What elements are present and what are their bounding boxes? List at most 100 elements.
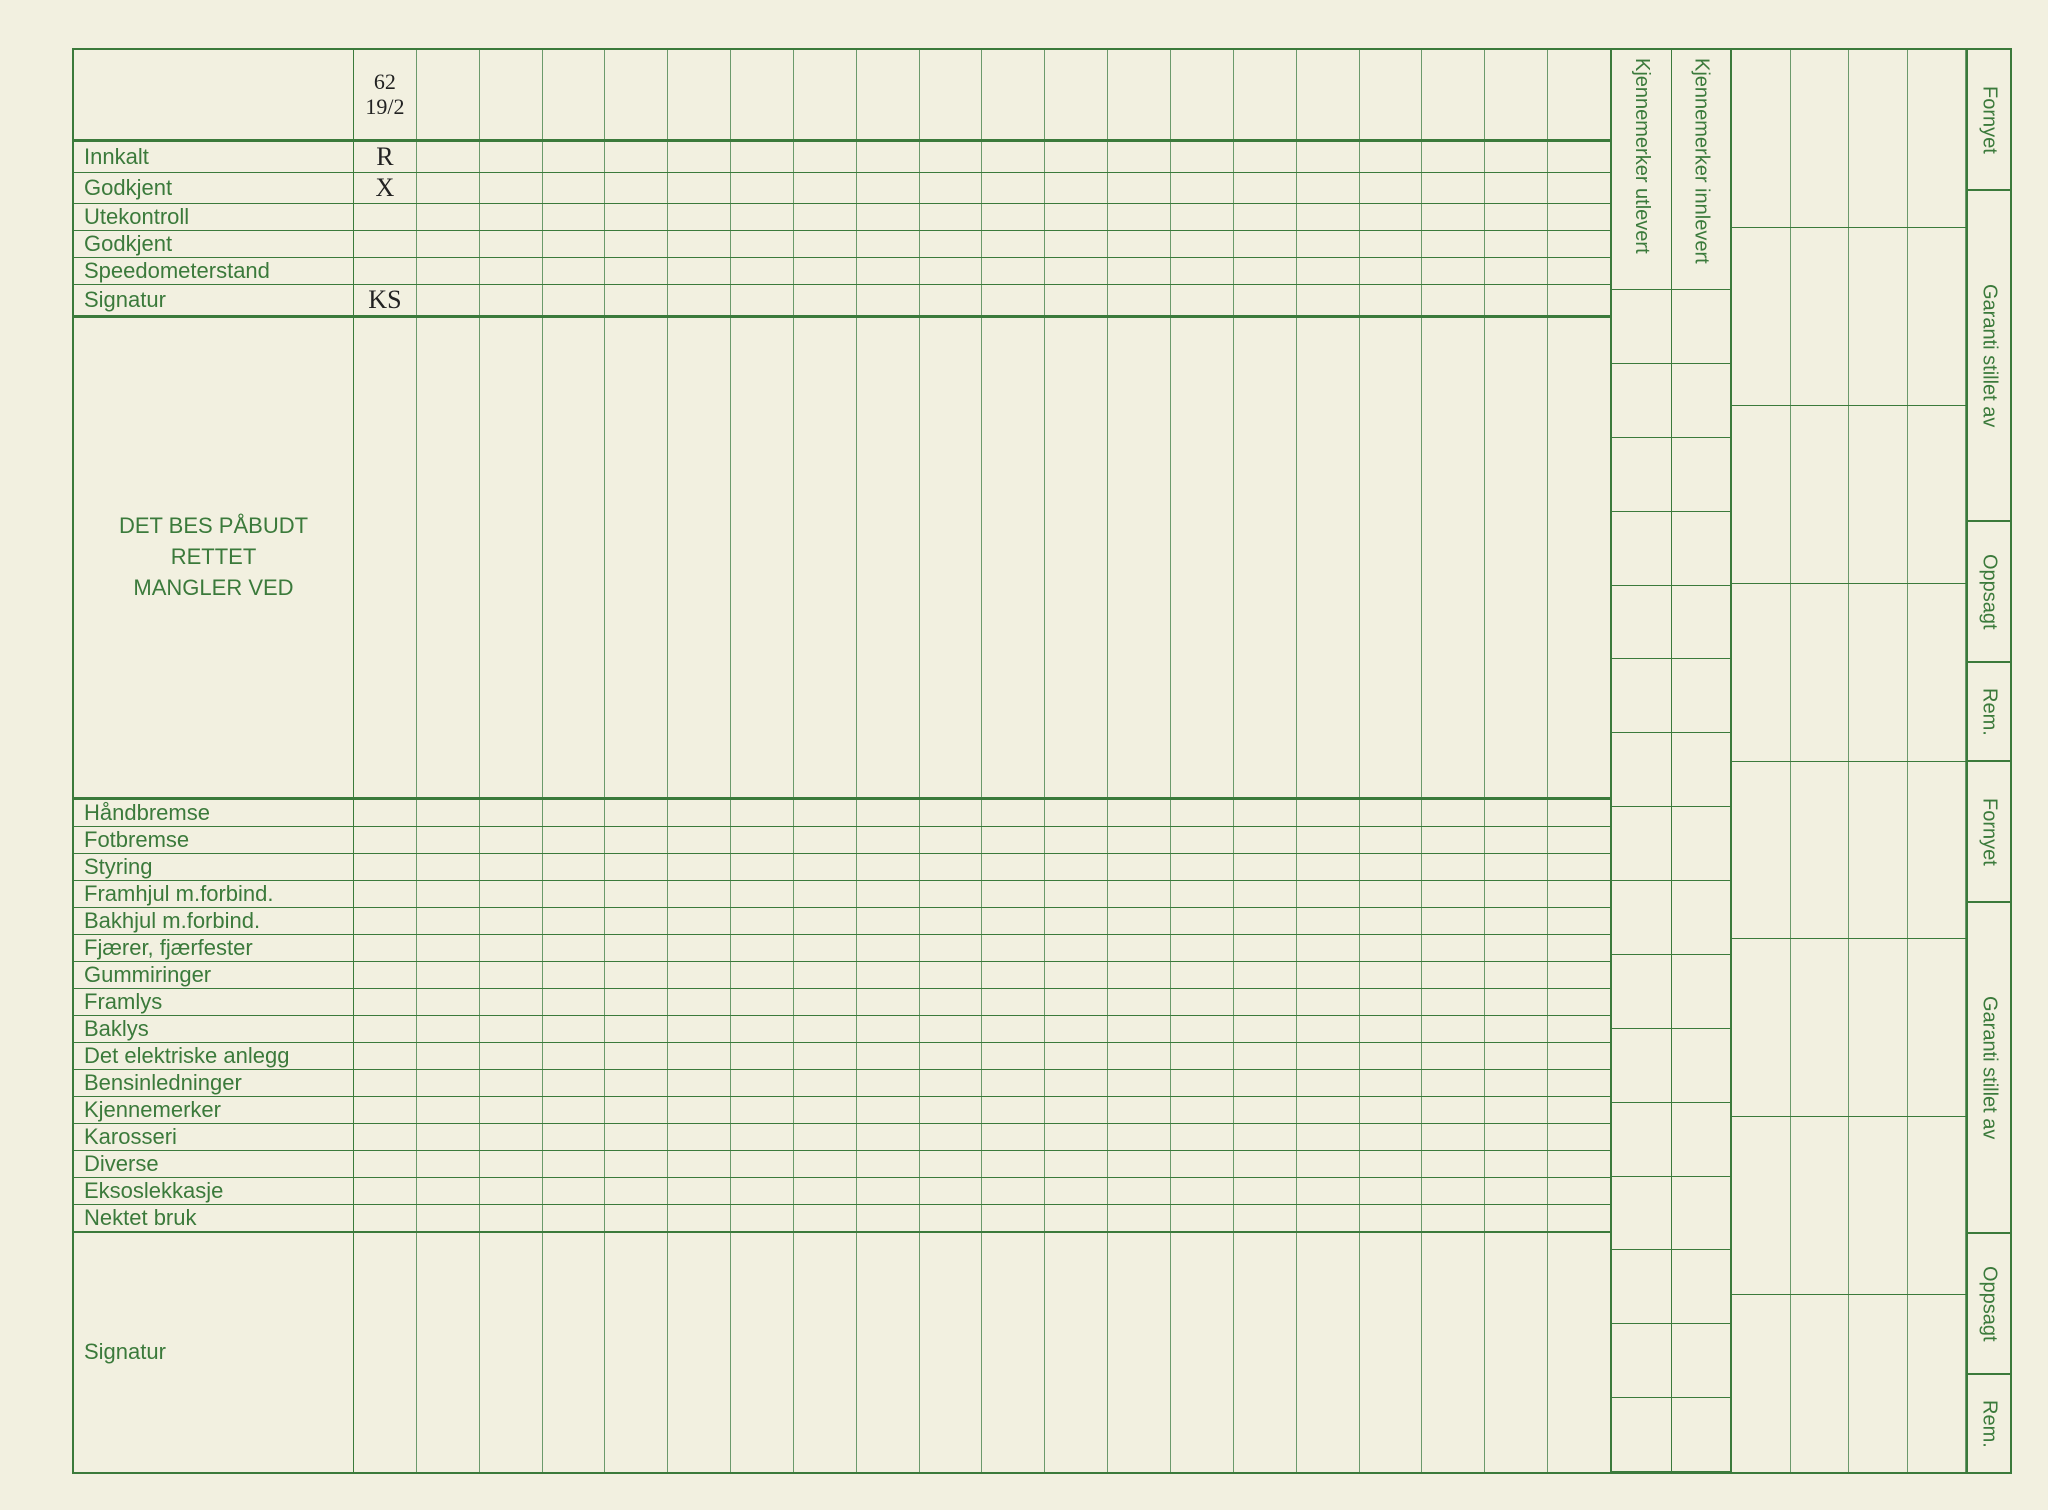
- data-cell: [417, 1016, 480, 1042]
- right-grid-row: [1732, 406, 1966, 584]
- narrow-cell: [1672, 881, 1733, 954]
- data-cell: [1045, 318, 1108, 797]
- data-cell: [1045, 989, 1108, 1015]
- data-cell: [1045, 285, 1108, 315]
- data-cell: [605, 1205, 668, 1231]
- data-cell: [543, 827, 606, 853]
- defect-label: Styring: [74, 854, 354, 880]
- right-grid-cell: [1908, 1117, 1967, 1294]
- data-cell: [1485, 881, 1548, 907]
- data-cell: [794, 935, 857, 961]
- data-cell: [1360, 1178, 1423, 1204]
- data-cell: [1422, 989, 1485, 1015]
- data-cell: [354, 231, 417, 257]
- data-cell: [920, 827, 983, 853]
- defect-row: Styring: [74, 854, 1610, 881]
- defect-row: Nektet bruk: [74, 1205, 1610, 1232]
- data-cell: [857, 881, 920, 907]
- data-cell: [1548, 935, 1610, 961]
- data-cell: [417, 285, 480, 315]
- data-cell: [1360, 881, 1423, 907]
- data-cell: [1422, 854, 1485, 880]
- right-grid-cell: [1908, 228, 1967, 405]
- data-cell: [605, 881, 668, 907]
- defect-data-cells: [354, 1151, 1610, 1177]
- right-grid-cell: [1849, 228, 1908, 405]
- defect-row: Karosseri: [74, 1124, 1610, 1151]
- data-cell: [1171, 827, 1234, 853]
- data-cell: [1548, 1178, 1610, 1204]
- data-cell: [480, 173, 543, 203]
- form-card: 6219/2 InnkaltRGodkjentXUtekontrollGodkj…: [72, 48, 2012, 1474]
- data-cell: [1045, 827, 1108, 853]
- data-cell: [920, 1205, 983, 1231]
- data-cell: [982, 1097, 1045, 1123]
- data-cell: [1108, 1097, 1171, 1123]
- data-cell: [1045, 908, 1108, 934]
- narrow-cell: [1612, 586, 1672, 659]
- data-cell: [731, 1016, 794, 1042]
- defect-data-cells: [354, 1178, 1610, 1204]
- data-cell: [1171, 258, 1234, 284]
- defect-data-cells: [354, 989, 1610, 1015]
- data-cell: [354, 1097, 417, 1123]
- data-cell: [1171, 231, 1234, 257]
- narrow-cell: [1672, 1029, 1733, 1102]
- data-cell: [543, 142, 606, 172]
- data-cell: [1485, 1124, 1548, 1150]
- header-data-cell: [982, 50, 1045, 139]
- header-data-cell: [480, 50, 543, 139]
- data-cell: [1485, 1016, 1548, 1042]
- data-cell: [794, 908, 857, 934]
- data-cell: [354, 204, 417, 230]
- right-grid-cell: [1849, 584, 1908, 761]
- data-cell: [354, 258, 417, 284]
- narrow-cell: [1612, 512, 1672, 585]
- narrow-cell: [1672, 512, 1733, 585]
- data-cell: [1171, 854, 1234, 880]
- defect-data-cells: [354, 908, 1610, 934]
- data-cell: [1485, 1070, 1548, 1096]
- data-cell: [1422, 258, 1485, 284]
- right-grid-cell: [1849, 939, 1908, 1116]
- data-cell: [605, 258, 668, 284]
- data-cell: [1422, 1151, 1485, 1177]
- data-cell: [1548, 231, 1610, 257]
- right-grid-cell: [1791, 939, 1850, 1116]
- header-data-cell: [543, 50, 606, 139]
- data-cell: [605, 1178, 668, 1204]
- data-cell: [1485, 204, 1548, 230]
- narrow-cell: [1612, 364, 1672, 437]
- data-cell: [794, 1151, 857, 1177]
- data-cell: [605, 962, 668, 988]
- data-cell: [417, 1233, 480, 1472]
- data-cell: [920, 318, 983, 797]
- defect-row: Bensinledninger: [74, 1070, 1610, 1097]
- data-cell: [982, 881, 1045, 907]
- data-cell: [1297, 258, 1360, 284]
- narrow-cell: [1612, 1398, 1672, 1471]
- data-cell: [857, 854, 920, 880]
- data-cell: [920, 1233, 983, 1472]
- header-data-cell: [1360, 50, 1423, 139]
- data-cell: [480, 1070, 543, 1096]
- data-cell: [480, 800, 543, 826]
- data-cell: [857, 204, 920, 230]
- narrow-cell: [1672, 438, 1733, 511]
- data-cell: [1171, 1043, 1234, 1069]
- data-cell: [668, 1178, 731, 1204]
- data-cell: [1548, 1043, 1610, 1069]
- data-cell: [794, 1016, 857, 1042]
- data-cell: [982, 1124, 1045, 1150]
- data-cell: [668, 1151, 731, 1177]
- data-cell: [731, 1205, 794, 1231]
- narrow-columns: Kjennemerker utlevert Kjennemerker innle…: [1612, 48, 1732, 1474]
- data-cell: [857, 1070, 920, 1096]
- data-cell: [417, 989, 480, 1015]
- data-cell: [480, 231, 543, 257]
- narrow-cell: [1612, 1177, 1672, 1250]
- data-cell: [1171, 142, 1234, 172]
- data-cell: [857, 258, 920, 284]
- row-label: Innkalt: [74, 142, 354, 172]
- data-cell: [731, 1233, 794, 1472]
